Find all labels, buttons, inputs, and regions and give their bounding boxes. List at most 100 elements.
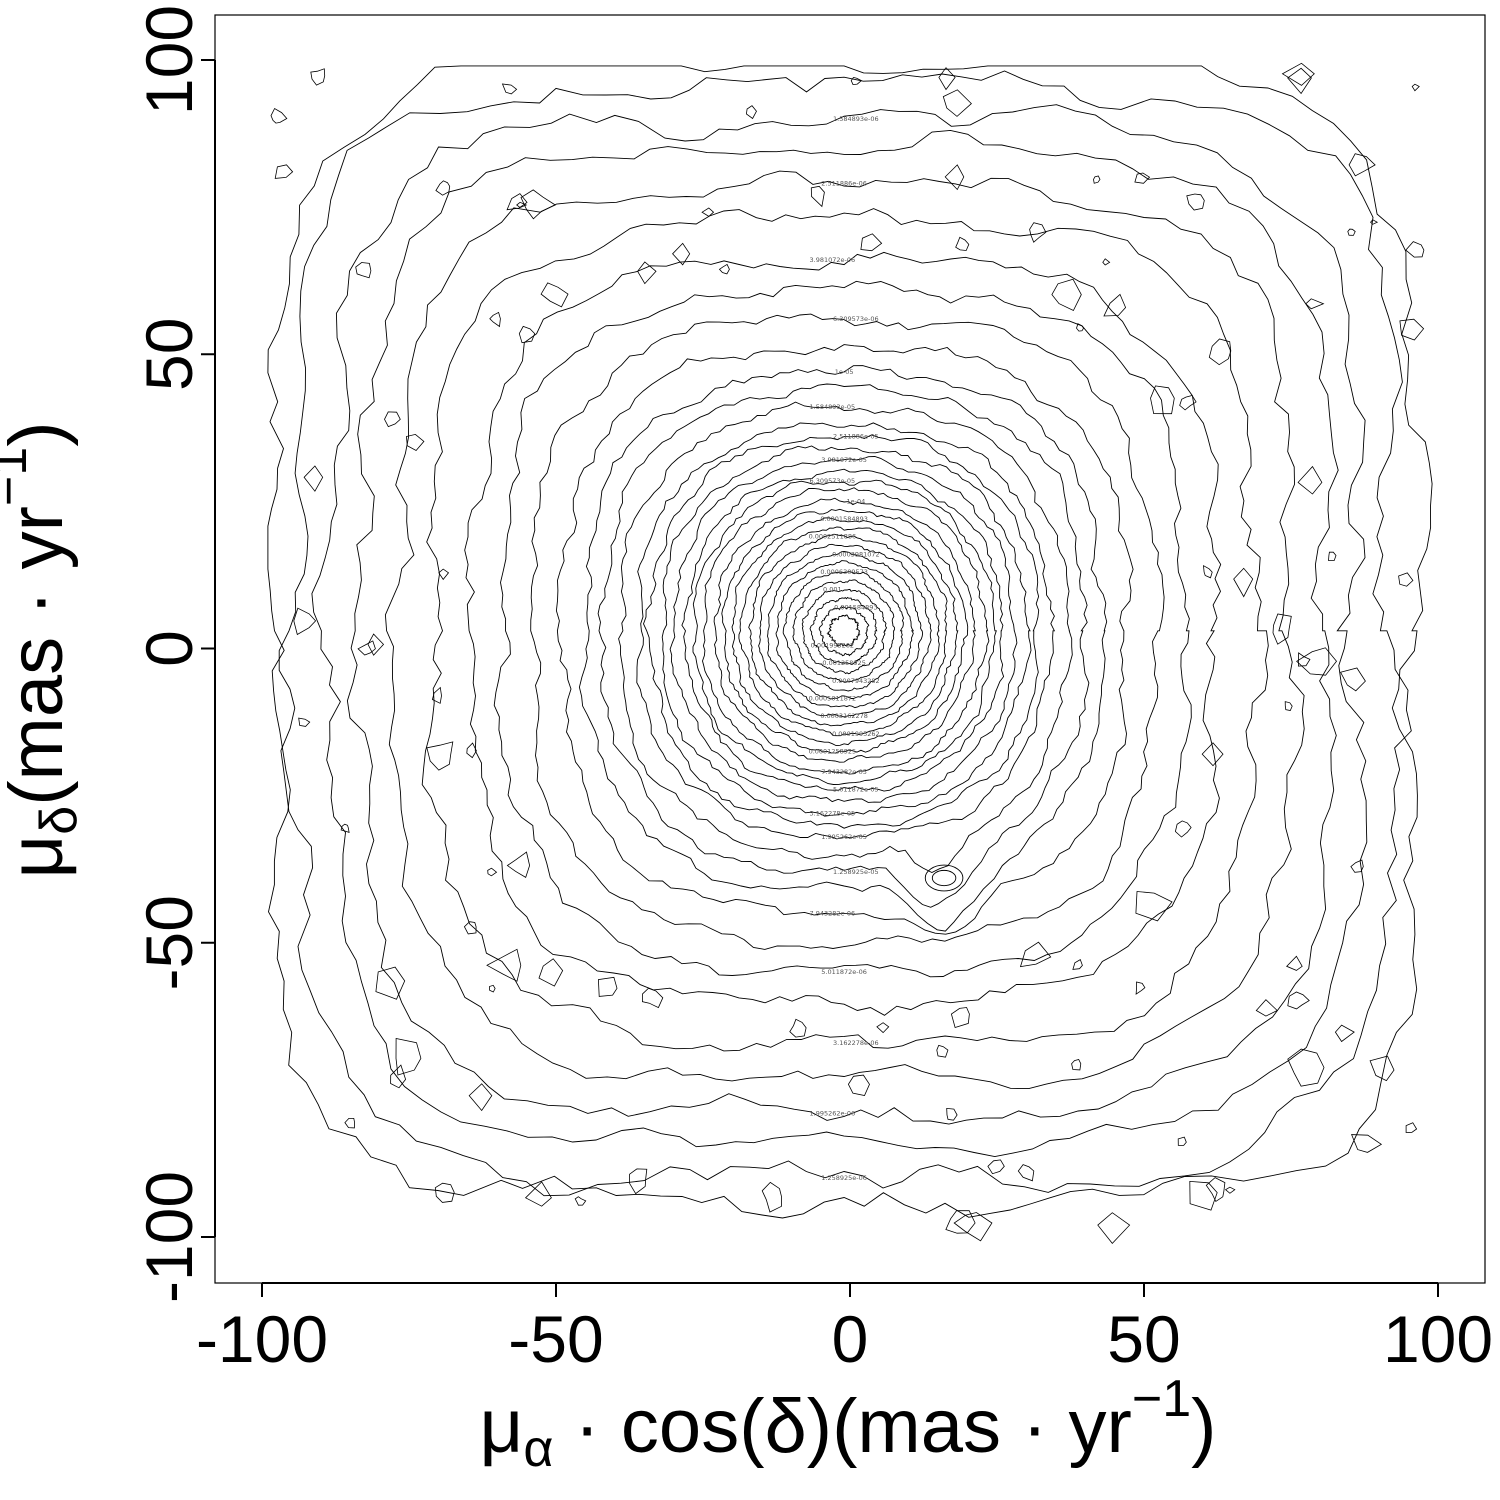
y-tick-label: -100	[132, 1171, 206, 1303]
contour-label: 1.584893e-05	[810, 403, 856, 411]
contour-label: 3.162278e-05	[810, 809, 856, 817]
noise-contour	[1255, 999, 1278, 1017]
noise-contour	[944, 164, 965, 191]
contour-line	[464, 251, 1222, 1016]
noise-contour	[1272, 613, 1292, 645]
noise-contour	[1071, 1059, 1082, 1071]
y-axis-title: μδ(mas · yr−1)	[0, 421, 88, 878]
noise-contour	[942, 89, 972, 117]
noise-contour	[1189, 1180, 1218, 1211]
x-axis-title-sup: −1	[1132, 1370, 1191, 1428]
noise-contour	[298, 717, 311, 727]
noise-contour	[375, 966, 406, 1000]
x-tick-label: 50	[1107, 1302, 1180, 1376]
noise-contour	[1298, 652, 1311, 667]
contour-line	[713, 497, 976, 763]
noise-contour	[637, 261, 657, 285]
noise-contour	[1019, 941, 1052, 968]
contour-lines	[267, 65, 1433, 1219]
contour-line	[748, 533, 940, 727]
contour-line	[758, 543, 932, 718]
x-axis: -100 -50 0 50 100	[196, 1282, 1493, 1376]
noise-contour	[946, 1107, 958, 1121]
noise-contour	[1174, 820, 1192, 838]
contour-label: 0.0003162278	[820, 712, 868, 720]
noise-contour	[303, 465, 324, 492]
noise-contour	[1350, 1134, 1383, 1153]
noise-contour	[344, 1118, 356, 1129]
x-tick-label: 100	[1383, 1302, 1493, 1376]
noise-contour	[597, 976, 618, 997]
contour-line	[702, 487, 990, 775]
contour-label: 5.011872e-06	[821, 968, 867, 976]
noise-contour	[1224, 1186, 1236, 1194]
noise-contour	[367, 633, 385, 656]
contour-line	[826, 614, 861, 648]
contour-label: 7.943282e-06	[810, 909, 856, 917]
noise-contour	[955, 236, 970, 251]
contour-label: 7.943282e-05	[821, 768, 867, 776]
noise-contour	[745, 105, 757, 120]
x-axis-title-close: )	[1191, 1384, 1216, 1469]
contour-label: 6.309573e-05	[810, 477, 856, 485]
contour-line	[782, 571, 904, 692]
noise-contour	[936, 1044, 949, 1058]
noise-contour	[438, 568, 450, 581]
noise-contour	[847, 1074, 870, 1096]
noise-contour	[489, 311, 501, 328]
x-tick-label: -50	[508, 1302, 603, 1376]
noise-contour	[945, 1210, 976, 1234]
contour-label: 6.309573e-06	[833, 315, 879, 323]
noise-contour	[1179, 395, 1197, 411]
contour-line	[801, 588, 888, 675]
noise-contour	[1340, 667, 1366, 692]
x-tick-label: -100	[196, 1302, 328, 1376]
noise-contour	[1051, 278, 1082, 312]
contour-label: 5.011872e-05	[833, 786, 879, 794]
contour-line	[346, 129, 1339, 1125]
noise-contour	[1350, 859, 1364, 873]
noise-contour	[1328, 551, 1337, 561]
noise-contour	[701, 207, 715, 217]
noise-contour	[426, 741, 454, 771]
noise-contour	[761, 1181, 782, 1213]
noise-contour	[1281, 62, 1315, 86]
noise-contour	[466, 742, 477, 759]
noise-contour	[1348, 153, 1376, 177]
contour-line	[738, 526, 948, 737]
noise-contour	[876, 1022, 890, 1034]
noise-contour	[1370, 219, 1379, 225]
noise-contour	[850, 76, 863, 86]
noise-contour	[1399, 318, 1425, 341]
y-tick-label: -50	[132, 895, 206, 990]
y-axis-title-close: )	[0, 421, 79, 446]
noise-contour	[518, 325, 536, 344]
noise-contour	[540, 282, 569, 308]
contour-line	[721, 508, 969, 754]
noise-contour	[1072, 959, 1083, 970]
noise-contour	[1134, 172, 1151, 184]
noise-contour	[1017, 1164, 1035, 1182]
contour-label: 3.162278e-06	[833, 1039, 879, 1047]
noise-contour	[489, 984, 496, 993]
contour-label: 0.0003981072	[832, 550, 880, 558]
noise-contour	[390, 1064, 407, 1089]
y-tick-label: 100	[132, 5, 206, 115]
y-axis-title-sub: δ	[30, 806, 88, 835]
contour-line	[792, 579, 896, 683]
contour-label: 2.511886e-06	[821, 180, 867, 188]
secondary-peak-contour	[931, 869, 957, 887]
noise-contour	[1233, 567, 1254, 598]
contour-line	[555, 344, 1134, 935]
noise-contour	[538, 958, 564, 987]
noise-contour	[1177, 1136, 1187, 1146]
noise-contour	[310, 68, 326, 86]
y-axis-title-sup: −1	[0, 447, 38, 506]
noise-contour	[1201, 742, 1224, 767]
noise-contour	[1186, 193, 1205, 211]
noise-contour	[950, 1007, 970, 1029]
contour-line	[384, 170, 1305, 1090]
noise-contour	[1334, 1024, 1355, 1043]
noise-contour	[1287, 991, 1310, 1010]
noise-contour	[357, 640, 376, 656]
